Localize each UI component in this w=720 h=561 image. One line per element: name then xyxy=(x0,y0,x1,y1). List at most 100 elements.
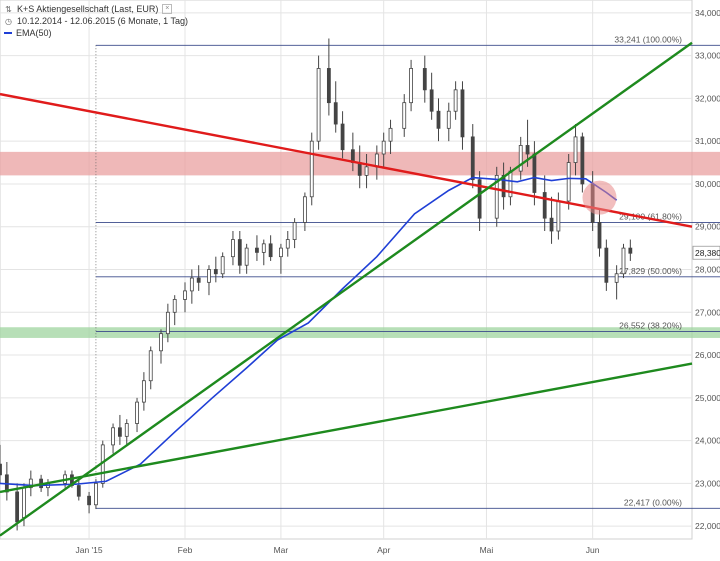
candle-body xyxy=(124,423,129,437)
candle-body xyxy=(340,123,345,151)
candle-body xyxy=(549,217,554,232)
candle-body xyxy=(381,140,386,155)
y-tick-label: 23,000 xyxy=(695,478,720,488)
x-tick-label: Mar xyxy=(274,545,289,555)
clock-icon: ◷ xyxy=(5,16,12,26)
last-price-box xyxy=(692,245,720,260)
date-range: 10.12.2014 - 12.06.2015 (6 Monate, 1 Tag… xyxy=(17,16,188,26)
candle-body xyxy=(285,239,290,249)
candle-body xyxy=(460,89,465,138)
candle-body xyxy=(183,290,187,300)
candle-body xyxy=(477,179,482,219)
candle-body xyxy=(213,269,218,275)
candle-body xyxy=(189,277,194,292)
y-tick-label: 27,000 xyxy=(695,307,720,317)
candle-body xyxy=(604,247,609,283)
legend-range-row: ◷ 10.12.2014 - 12.06.2015 (6 Monate, 1 T… xyxy=(4,15,188,27)
fib-level-label: 27,829 (50.00%) xyxy=(619,266,682,276)
indicator-label: EMA(50) xyxy=(16,28,52,38)
candle-body xyxy=(333,102,338,125)
x-tick-label: Jan '15 xyxy=(75,545,102,555)
candle-body xyxy=(556,200,561,232)
candle-body xyxy=(316,68,321,142)
candle-body xyxy=(255,247,259,253)
y-tick-label: 31,000 xyxy=(695,136,720,146)
candle-body xyxy=(165,311,170,335)
ema-swatch xyxy=(4,32,12,34)
candle-body xyxy=(453,89,458,112)
candle-body xyxy=(422,68,427,91)
candle-body xyxy=(409,68,413,104)
candle-body xyxy=(15,491,20,523)
candle-body xyxy=(196,277,201,283)
candle-body xyxy=(566,162,571,202)
candle-body xyxy=(436,110,441,129)
legend-title-row: ⇅ K+S Aktiengesellschaft (Last, EUR) × xyxy=(4,3,188,15)
candle-body xyxy=(518,145,523,172)
candle-body xyxy=(22,487,26,519)
ema-line xyxy=(0,176,618,487)
candle-body xyxy=(237,239,242,266)
candle-body xyxy=(111,427,115,446)
candle-body xyxy=(470,136,475,181)
candle-body xyxy=(628,247,633,254)
trendline-green-shallow xyxy=(0,362,693,494)
trendline-red-downtrend xyxy=(0,92,693,228)
y-tick-label: 25,000 xyxy=(695,393,720,403)
candle-body xyxy=(621,247,626,275)
candle-body xyxy=(135,401,139,424)
y-tick-label: 22,000 xyxy=(695,521,720,531)
candle-body xyxy=(580,136,585,185)
candle-body xyxy=(76,485,81,497)
candle-body xyxy=(28,478,33,489)
x-tick-label: Jun xyxy=(586,545,600,555)
candle-body xyxy=(292,222,297,240)
close-icon[interactable]: × xyxy=(162,4,173,14)
candle-body xyxy=(207,269,211,283)
candle-body xyxy=(501,174,506,198)
candle-body xyxy=(94,482,98,506)
candle-body xyxy=(302,196,307,223)
candle-body xyxy=(118,427,122,437)
candle-body xyxy=(494,174,499,219)
instrument-title: K+S Aktiengesellschaft (Last, EUR) xyxy=(17,4,159,14)
candle-body xyxy=(244,247,249,266)
candle-body xyxy=(172,299,177,313)
candle-body xyxy=(357,162,362,176)
candle-body xyxy=(309,140,314,198)
fib-level-label: 22,417 (0.00%) xyxy=(624,497,682,507)
x-tick-label: Apr xyxy=(377,545,390,555)
y-tick-label: 34,000 xyxy=(695,8,720,18)
y-tick-label: 24,000 xyxy=(695,436,720,446)
candle-body xyxy=(159,333,163,352)
candle-body xyxy=(402,102,407,129)
y-tick-label: 32,000 xyxy=(695,93,720,103)
x-tick-label: Mai xyxy=(480,545,494,555)
candle-body xyxy=(532,153,537,193)
y-tick-label: 26,000 xyxy=(695,350,720,360)
y-tick-label: 33,000 xyxy=(695,51,720,61)
x-tick-label: Feb xyxy=(178,545,193,555)
candle-body xyxy=(429,89,434,112)
y-tick-label: 30,000 xyxy=(695,179,720,189)
candle-body xyxy=(326,68,331,104)
candle-body xyxy=(261,243,266,253)
fib-level-label: 26,552 (38.20%) xyxy=(619,320,682,330)
fib-level-label: 33,241 (100.00%) xyxy=(614,34,682,44)
candle-body xyxy=(279,247,283,258)
candle-body xyxy=(614,273,619,283)
candle-body xyxy=(542,192,547,219)
breakout-highlight-circle xyxy=(582,180,617,215)
y-tick-label: 29,000 xyxy=(695,222,720,232)
candle-body xyxy=(231,239,235,258)
chart-legend: ⇅ K+S Aktiengesellschaft (Last, EUR) × ◷… xyxy=(4,3,188,39)
candle-body xyxy=(87,495,91,506)
candle-body xyxy=(597,222,602,249)
candlestick-icon: ⇅ xyxy=(5,4,12,14)
legend-ema-row[interactable]: EMA(50) xyxy=(4,27,188,39)
candle-body xyxy=(446,110,451,129)
candle-body xyxy=(525,145,530,155)
candle-body xyxy=(388,127,393,142)
last-price-label: 28,380 xyxy=(695,248,720,258)
